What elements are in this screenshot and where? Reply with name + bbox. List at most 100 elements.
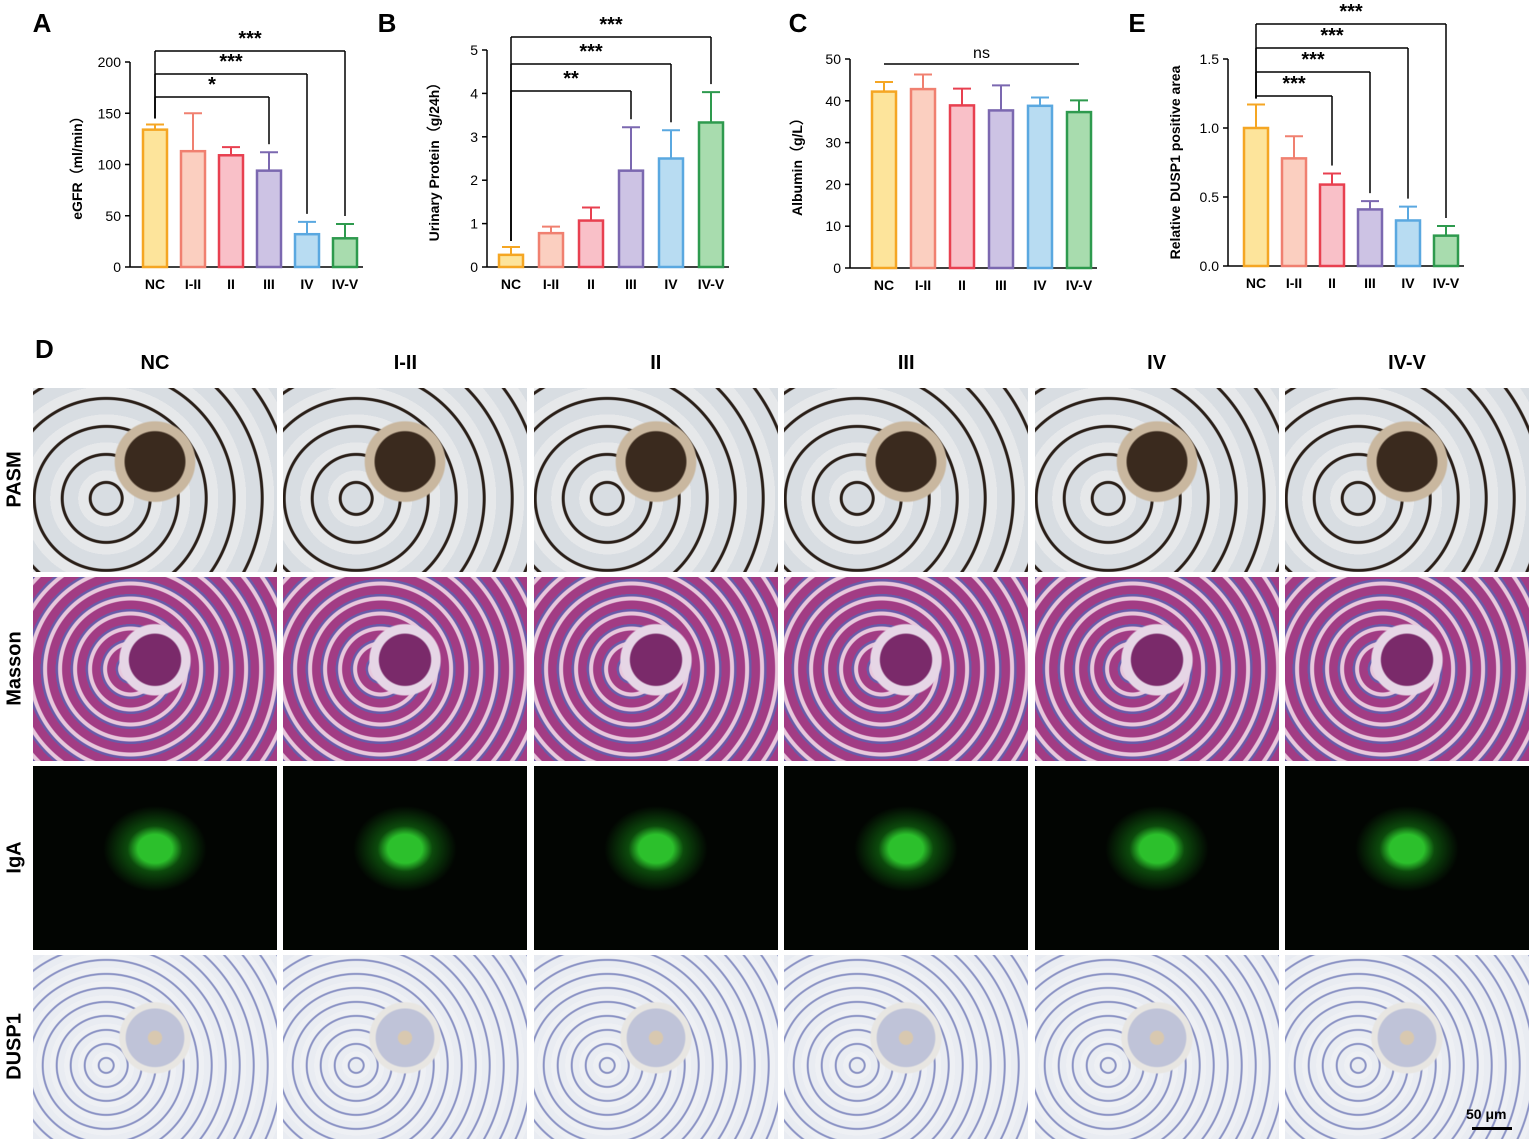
micrograph [1034, 577, 1279, 761]
x-tick-label: NC [501, 276, 521, 292]
y-tick-label: 1.5 [1200, 51, 1220, 67]
micrograph [1285, 577, 1529, 761]
y-tick-label: 0 [470, 259, 478, 275]
micrograph [1285, 766, 1529, 950]
bar [1280, 157, 1308, 268]
y-tick-label: 1.0 [1200, 120, 1220, 136]
micrograph [1034, 955, 1279, 1139]
y-tick-label: 10 [825, 218, 841, 234]
micrograph [533, 955, 778, 1139]
micrograph [533, 577, 778, 761]
y-axis-label: Albumin（g/L） [789, 111, 805, 216]
significance-label: ** [563, 68, 579, 90]
bar [179, 149, 207, 269]
y-tick-label: 0 [113, 259, 121, 275]
y-tick-label: 30 [825, 135, 841, 151]
bar [577, 219, 605, 269]
significance-label: *** [219, 51, 243, 73]
bar [948, 104, 976, 270]
scale-bar [1472, 1127, 1512, 1130]
y-tick-label: 150 [98, 105, 122, 121]
bar [1432, 234, 1460, 268]
y-tick-label: 4 [470, 85, 478, 101]
bar [1026, 104, 1054, 270]
micrograph [33, 577, 277, 761]
x-tick-label: I-II [1286, 275, 1302, 291]
bar [141, 128, 169, 269]
x-tick-label: IV-V [1066, 277, 1093, 293]
micrograph [784, 955, 1029, 1139]
y-axis-label: eGFR（ml/min） [69, 109, 85, 219]
y-tick-label: 0.0 [1200, 258, 1220, 274]
x-tick-label: III [995, 277, 1007, 293]
bar [537, 231, 565, 269]
x-tick-label: IV-V [698, 276, 725, 292]
x-tick-label: II [587, 276, 595, 292]
x-tick-label: III [1364, 275, 1376, 291]
column-label: IV-V [1388, 352, 1426, 374]
x-tick-label: II [1328, 275, 1336, 291]
y-tick-label: 3 [470, 129, 478, 145]
column-label: IV [1147, 352, 1167, 374]
micrograph [33, 955, 277, 1139]
scale-bar-label: 50 μm [1466, 1106, 1507, 1122]
bar [1394, 219, 1422, 268]
y-tick-label: 50 [105, 208, 121, 224]
micrograph [1285, 388, 1529, 572]
bar [255, 169, 283, 269]
micrograph [784, 388, 1029, 572]
column-label: I-II [393, 352, 418, 374]
x-tick-label: NC [145, 276, 165, 292]
y-tick-label: 20 [825, 176, 841, 192]
micrograph [533, 388, 778, 572]
y-tick-label: 0 [833, 260, 841, 276]
row-label: IgA [3, 841, 26, 874]
significance-label: *** [1301, 49, 1325, 71]
x-tick-label: NC [874, 277, 894, 293]
x-tick-label: I-II [185, 276, 201, 292]
micrograph [784, 766, 1029, 950]
bar [1356, 208, 1384, 268]
bar [293, 232, 321, 269]
y-tick-label: 0.5 [1200, 189, 1220, 205]
x-tick-label: IV [664, 276, 678, 292]
x-tick-label: IV-V [332, 276, 359, 292]
x-tick-label: NC [1246, 275, 1266, 291]
y-tick-label: 50 [825, 51, 841, 67]
x-tick-label: IV-V [1433, 275, 1460, 291]
micrograph [533, 766, 778, 950]
micrograph [33, 388, 277, 572]
y-axis-label: Urinary Protein（g/24h） [426, 76, 442, 242]
micrograph [283, 388, 528, 572]
bar [1065, 110, 1093, 270]
bar [617, 169, 645, 269]
column-label: III [897, 352, 915, 374]
x-tick-label: IV [300, 276, 314, 292]
x-tick-label: III [263, 276, 275, 292]
x-tick-label: II [958, 277, 966, 293]
x-tick-label: III [625, 276, 637, 292]
y-tick-label: 200 [98, 54, 122, 70]
row-label: PASM [3, 451, 26, 508]
y-axis-label: Relative DUSP1 positive area [1167, 65, 1183, 259]
panel-label: E [1128, 8, 1145, 38]
panel-label: C [789, 8, 808, 38]
bar [1242, 126, 1270, 268]
column-label: NC [140, 352, 170, 374]
y-tick-label: 2 [470, 172, 478, 188]
significance-label: *** [238, 28, 262, 50]
micrograph [1285, 955, 1529, 1139]
significance-label: *** [599, 14, 623, 36]
x-tick-label: IV [1401, 275, 1415, 291]
bar [697, 121, 725, 269]
bar [1318, 183, 1346, 268]
bar [217, 154, 245, 269]
panel-label: A [33, 8, 52, 38]
y-tick-label: 1 [470, 216, 478, 232]
bar [331, 237, 359, 269]
row-label: DUSP1 [3, 1013, 26, 1080]
x-tick-label: I-II [915, 277, 931, 293]
column-label: II [650, 352, 662, 374]
